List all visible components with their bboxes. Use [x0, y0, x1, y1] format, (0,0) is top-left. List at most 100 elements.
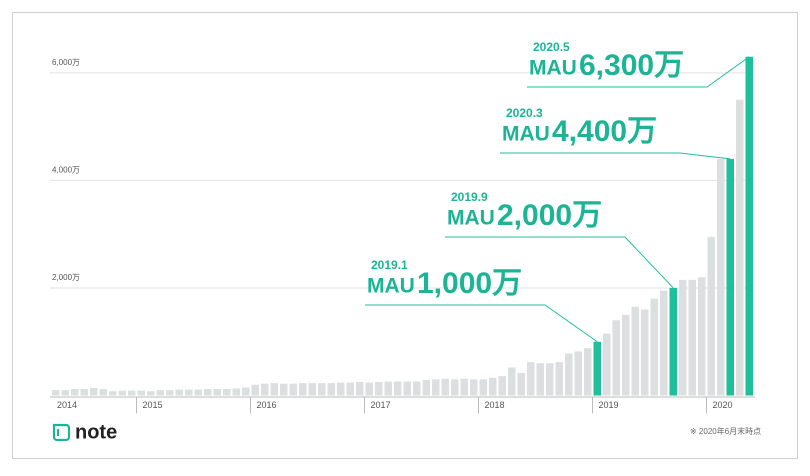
bar — [479, 379, 487, 396]
bar — [52, 390, 60, 396]
bar — [242, 387, 250, 396]
bar — [375, 382, 383, 396]
bar — [213, 389, 221, 396]
logo — [52, 423, 71, 442]
bar — [308, 383, 316, 396]
bar — [546, 363, 554, 396]
x-tick-label: 2016 — [257, 400, 277, 410]
annotation-label: MAU — [367, 275, 415, 298]
x-tick-label: 2015 — [143, 400, 163, 410]
x-tick-label: 2019 — [599, 400, 619, 410]
annotation-label: MAU — [447, 207, 495, 230]
y-tick-label: 6,000万 — [52, 58, 80, 67]
bar — [679, 279, 687, 396]
bar — [736, 99, 744, 396]
bar — [118, 390, 126, 396]
bar — [166, 390, 174, 396]
footnote: ※ 2020年6月末時点 — [690, 426, 761, 436]
y-tick-label: 2,000万 — [52, 273, 80, 282]
annotation-value: 4,400万 — [552, 115, 657, 148]
bar — [80, 389, 88, 396]
bar — [109, 391, 117, 396]
x-tick-label: 2018 — [485, 400, 505, 410]
bar — [650, 298, 658, 396]
bar — [299, 383, 307, 396]
bar — [280, 383, 288, 396]
annotation-date: 2020.3 — [506, 106, 543, 120]
bar — [337, 382, 345, 396]
annotation-label: MAU — [529, 57, 577, 80]
bar — [289, 383, 297, 396]
bar — [612, 320, 620, 396]
bar — [99, 389, 107, 396]
annotation-date: 2020.5 — [533, 40, 570, 54]
y-tick-label: 4,000万 — [52, 166, 80, 175]
bar — [603, 333, 611, 396]
bar — [574, 351, 582, 396]
annotation-value: 6,300万 — [579, 49, 684, 82]
bar — [584, 348, 592, 396]
bar — [707, 236, 715, 396]
annotation-label: MAU — [502, 123, 550, 146]
bar — [185, 389, 193, 396]
bar — [194, 389, 202, 396]
bar — [413, 381, 421, 396]
bar — [669, 287, 677, 396]
bar — [175, 389, 183, 396]
bar — [394, 381, 402, 396]
bar — [90, 387, 98, 396]
bar — [508, 367, 516, 396]
bar — [555, 362, 563, 396]
bar — [432, 379, 440, 396]
bar — [565, 353, 573, 396]
x-tick-label: 2014 — [57, 400, 77, 410]
bar — [61, 390, 69, 396]
annotation-date: 2019.1 — [371, 258, 408, 272]
bar — [660, 290, 668, 396]
bar — [536, 363, 544, 396]
annotation-value: 2,000万 — [497, 199, 602, 232]
annotation-date: 2019.9 — [451, 190, 488, 204]
bar — [403, 381, 411, 396]
bar — [365, 382, 373, 396]
bar — [517, 372, 525, 396]
bar — [622, 314, 630, 396]
bar — [137, 390, 145, 396]
bar — [261, 383, 269, 396]
bar — [147, 391, 155, 396]
bar — [156, 390, 164, 396]
bar — [327, 383, 335, 396]
bar — [498, 376, 506, 396]
bar — [698, 277, 706, 396]
bar — [204, 389, 212, 396]
bar — [346, 382, 354, 396]
bar — [384, 381, 392, 396]
bar — [717, 158, 725, 396]
bar — [593, 341, 601, 396]
bar — [223, 389, 231, 396]
bar — [422, 379, 430, 396]
bar — [356, 382, 364, 396]
bar — [270, 383, 278, 396]
leader-line — [445, 236, 674, 289]
bar — [688, 279, 696, 396]
annotation-value: 1,000万 — [417, 267, 522, 300]
bar — [726, 158, 734, 396]
bar — [489, 377, 497, 396]
bar — [318, 383, 326, 396]
frame — [12, 12, 798, 459]
bar — [527, 362, 535, 396]
bar — [71, 389, 79, 396]
x-tick-label: 2017 — [371, 400, 391, 410]
bar — [460, 378, 468, 396]
bar — [745, 56, 753, 396]
leader-line — [365, 304, 598, 343]
bar — [232, 388, 240, 396]
bar — [441, 378, 449, 396]
bar — [251, 384, 259, 396]
bar — [641, 309, 649, 396]
x-tick-label: 2020 — [713, 400, 733, 410]
bar — [128, 390, 136, 396]
